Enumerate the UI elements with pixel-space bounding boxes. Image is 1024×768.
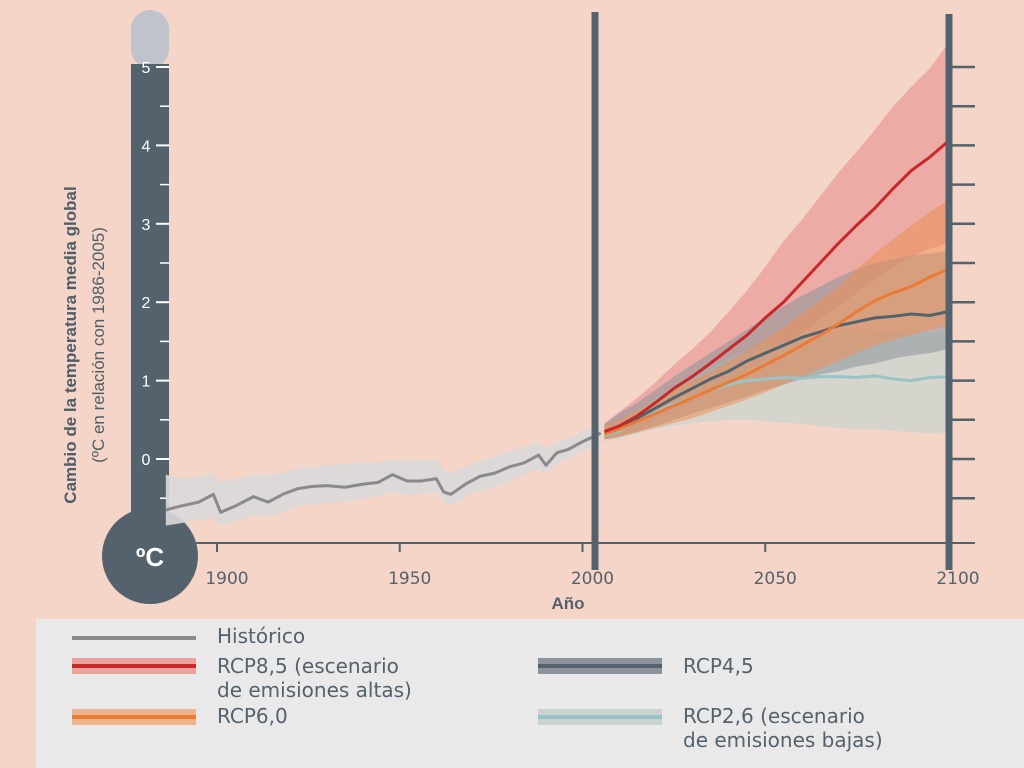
x-tick-label-2100: 2100 — [936, 569, 979, 589]
y-tick-label-4: 4 — [142, 138, 151, 155]
legend-label-rcp45: RCP4,5 — [683, 654, 754, 678]
y-axis-sublabel: (ºC en relación con 1986-2005) — [89, 227, 108, 463]
legend-swatch-historico — [72, 636, 196, 640]
uncertainty-bands — [165, 43, 948, 526]
y-tick-label-2: 2 — [142, 295, 151, 312]
y-axis: 0 1 2 3 4 5 — [142, 60, 169, 499]
series-lines — [165, 140, 949, 514]
line-rcp85 — [603, 140, 949, 433]
legend-swatch-rcp60 — [72, 715, 196, 719]
thermometer-top — [131, 10, 169, 68]
thermometer-bulb — [102, 508, 198, 604]
legend-label-rcp26-line1: RCP2,6 (escenario — [683, 704, 865, 728]
line-rcp45 — [604, 310, 949, 434]
legend-swatch-rcp85 — [72, 664, 196, 668]
unit-label: ºC — [136, 542, 164, 572]
y-tick-label-1: 1 — [142, 374, 151, 391]
line-historico — [165, 431, 602, 514]
x-tick-label-2050: 2050 — [754, 569, 797, 589]
chart-canvas: ºC 0 1 2 3 4 5 Cambio de la temperatura media… — [61, 10, 980, 613]
x-tick-label-1900: 1900 — [205, 569, 248, 589]
right-axis-ticks — [952, 65, 975, 500]
y-axis-label: Cambio de la temperatura media global — [61, 186, 80, 503]
legend-swatch-rcp26 — [538, 715, 662, 719]
legend: Histórico RCP8,5 (escenario de emisiones… — [36, 619, 1024, 768]
y-tick-label-0: 0 — [142, 452, 151, 469]
y-tick-label-5: 5 — [142, 60, 151, 77]
x-axis-label: Año — [551, 594, 584, 613]
legend-label-rcp85-line2: de emisiones altas) — [217, 678, 412, 702]
legend-swatch-rcp45 — [538, 664, 662, 668]
x-tick-label-1950: 1950 — [388, 569, 431, 589]
legend-label-historico: Histórico — [217, 624, 306, 648]
y-tick-label-3: 3 — [142, 217, 151, 234]
legend-label-rcp60: RCP6,0 — [217, 704, 288, 728]
y-axis-title: Cambio de la temperatura media global (º… — [61, 186, 108, 503]
band-historico — [165, 423, 601, 526]
band-rcp85 — [604, 43, 948, 440]
x-axis: 1900 1950 2000 2050 2100 — [190, 12, 980, 589]
x-tick-label-2000: 2000 — [571, 569, 614, 589]
legend-label-rcp26-line2: de emisiones bajas) — [683, 728, 883, 752]
line-rcp60 — [603, 267, 949, 436]
legend-label-rcp85-line1: RCP8,5 (escenario — [217, 654, 399, 678]
